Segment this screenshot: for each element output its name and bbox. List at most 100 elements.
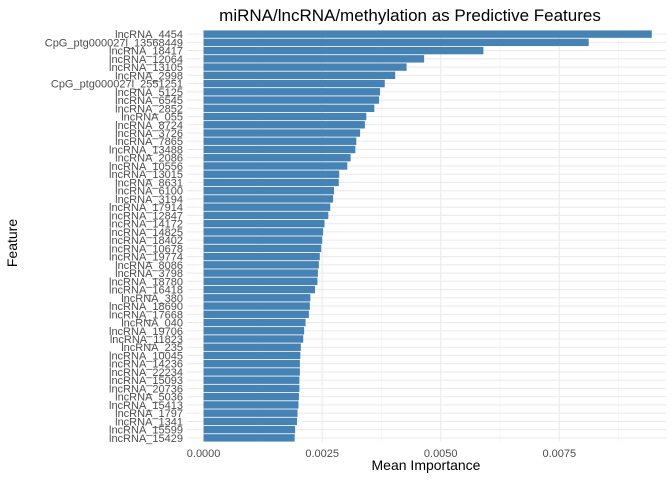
y-tick-label: lncRNA_10556 <box>109 161 183 173</box>
y-tick-label: lncRNA_2852 <box>115 103 183 115</box>
bar <box>203 236 323 244</box>
y-tick-label: lncRNA_15599 <box>109 425 183 437</box>
y-tick-label: lncRNA_18417 <box>109 46 183 58</box>
bar <box>203 71 396 80</box>
bar <box>203 170 340 178</box>
bar <box>203 425 296 434</box>
y-tick-label: lncRNA_3726 <box>115 128 183 140</box>
bar <box>203 409 298 417</box>
y-tick-label: lncRNA_10678 <box>109 243 183 255</box>
y-tick-label: lncRNA_5125 <box>115 87 183 99</box>
y-tick-label: lncRNA_20736 <box>109 383 183 395</box>
bar <box>203 302 310 310</box>
y-tick-label: lncRNA_10045 <box>109 350 183 362</box>
y-tick-label: lncRNA_18402 <box>109 235 183 247</box>
bar <box>203 434 295 442</box>
bar <box>203 88 381 96</box>
y-tick-label: lncRNA_16418 <box>109 285 183 297</box>
bar <box>203 79 385 88</box>
y-tick-label: lncRNA_15093 <box>109 375 183 387</box>
bar <box>203 310 309 318</box>
bar <box>203 137 357 145</box>
bar <box>203 228 324 236</box>
bar <box>203 335 304 343</box>
bar <box>203 104 375 112</box>
y-tick-label: lncRNA_18690 <box>109 301 183 313</box>
bar <box>203 203 331 211</box>
bar <box>203 261 319 269</box>
y-tick-label: lncRNA_055 <box>121 112 183 124</box>
x-tick-label: 0.0075 <box>542 448 576 460</box>
x-tick-label: 0.0025 <box>305 448 339 460</box>
bar <box>203 162 348 170</box>
y-tick-label: lncRNA_13105 <box>109 62 183 74</box>
y-tick-label: lncRNA_22234 <box>109 367 183 379</box>
bar <box>203 112 367 121</box>
bar <box>203 178 339 187</box>
bar <box>203 145 356 154</box>
y-tick-label: lncRNA_2086 <box>115 153 183 165</box>
bar <box>203 129 361 137</box>
bar <box>203 244 322 253</box>
bar <box>203 351 301 360</box>
bar <box>203 285 316 294</box>
y-tick-label: lncRNA_1341 <box>115 416 183 428</box>
x-axis-title: Mean Importance <box>372 457 481 473</box>
x-tick-labels: 0.0000 0.0025 0.0050 0.0075 <box>187 448 576 460</box>
bar <box>203 376 300 384</box>
bar <box>203 55 425 63</box>
bar <box>203 368 300 376</box>
y-tick-label: lncRNA_8631 <box>115 177 183 189</box>
y-tick-label: lncRNA_235 <box>121 342 183 354</box>
y-tick-label: lncRNA_380 <box>121 293 183 305</box>
bar <box>203 195 334 203</box>
bar <box>203 211 329 220</box>
y-tick-label: lncRNA_13488 <box>109 144 183 156</box>
y-tick-label: lncRNA_12064 <box>109 54 183 66</box>
y-tick-label: lncRNA_14172 <box>109 219 183 231</box>
bar <box>203 252 320 261</box>
bar <box>203 417 298 426</box>
y-tick-label: lncRNA_18780 <box>109 276 183 288</box>
bar <box>203 96 380 104</box>
bar <box>203 294 311 302</box>
y-tick-label: lncRNA_3798 <box>115 268 183 280</box>
y-tick-label: lncRNA_4454 <box>115 29 183 41</box>
y-tick-label: lncRNA_15413 <box>109 400 183 412</box>
y-tick-label: lncRNA_2998 <box>115 70 183 82</box>
y-tick-label: lncRNA_19706 <box>109 326 183 338</box>
bar <box>203 343 301 351</box>
bars-group <box>203 30 652 442</box>
bar <box>203 360 300 368</box>
bar <box>203 63 407 71</box>
y-tick-label: lncRNA_14236 <box>109 359 183 371</box>
y-tick-label: CpG_ptg000027l_13568449 <box>45 37 183 49</box>
y-tick-label: lncRNA_3194 <box>115 194 183 206</box>
x-tick-label: 0.0050 <box>424 448 458 460</box>
y-tick-label: lncRNA_6545 <box>115 95 183 107</box>
y-tick-label: lncRNA_17668 <box>109 309 183 321</box>
y-tick-label: CpG_ptg000027l_2551251 <box>51 79 183 91</box>
y-tick-label: lncRNA_040 <box>121 318 183 330</box>
bar <box>203 219 325 228</box>
bar <box>203 186 335 195</box>
y-tick-label: lncRNA_6100 <box>115 186 183 198</box>
bar <box>203 30 652 38</box>
y-tick-label: lncRNA_5036 <box>115 392 183 404</box>
y-tick-label: lncRNA_15429 <box>109 433 183 445</box>
y-tick-label: lncRNA_17914 <box>109 202 183 214</box>
bar <box>203 121 365 129</box>
bar <box>203 384 300 393</box>
bar <box>203 269 318 277</box>
bar <box>203 154 351 162</box>
y-tick-label: lncRNA_12847 <box>109 210 183 222</box>
chart-title: miRNA/lncRNA/methylation as Predictive F… <box>219 6 601 25</box>
bar <box>203 318 306 327</box>
y-axis-title: Feature <box>4 219 20 267</box>
y-tick-label: lncRNA_19774 <box>109 252 183 264</box>
y-tick-label: lncRNA_13015 <box>109 169 183 181</box>
bar <box>203 327 305 335</box>
bar <box>203 392 299 401</box>
bar <box>203 46 484 55</box>
